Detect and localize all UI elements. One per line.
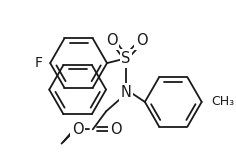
Text: O: O — [106, 33, 118, 48]
Text: O: O — [136, 33, 148, 48]
Text: S: S — [121, 51, 131, 66]
Text: CH₃: CH₃ — [211, 95, 234, 108]
Text: O: O — [72, 122, 84, 137]
Text: O: O — [110, 122, 121, 137]
Text: N: N — [121, 85, 131, 100]
Text: F: F — [35, 56, 43, 70]
